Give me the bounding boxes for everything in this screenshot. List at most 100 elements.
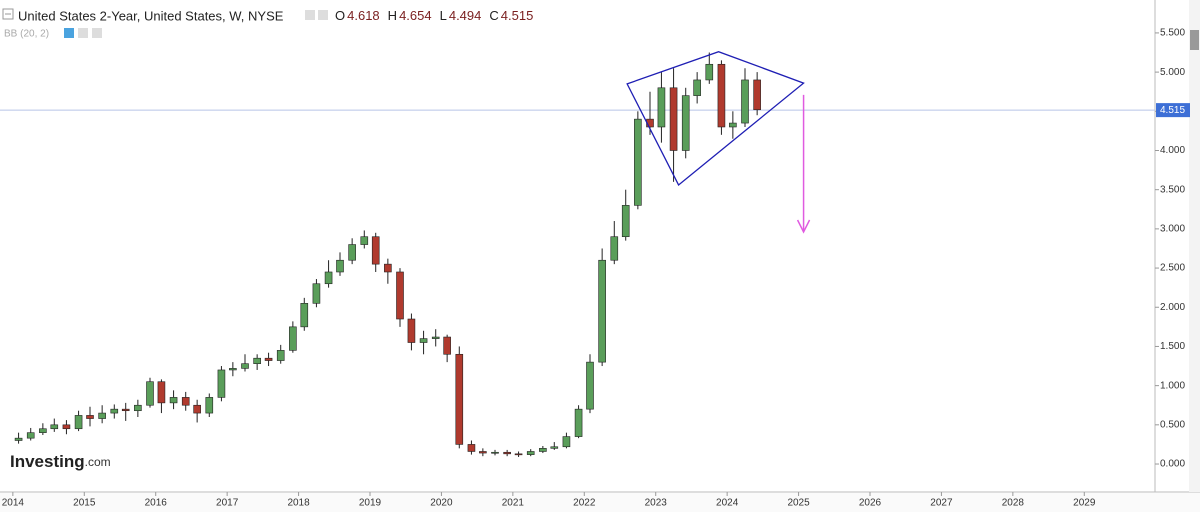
x-tick-label: 2027 — [930, 498, 953, 509]
marks: 0.000 0.500 1.000 1.500 2.000 2.500 3.000 3.500… — [0, 28, 1185, 509]
scroll-thumb[interactable] — [1190, 30, 1199, 50]
candle-body — [539, 448, 547, 452]
candle-body — [134, 404, 142, 412]
x-tick-label: 2029 — [1073, 498, 1096, 509]
candle-body — [729, 122, 737, 128]
candle-body — [50, 424, 59, 430]
y-tick-label: 1.000 — [1160, 380, 1185, 391]
candle-body — [753, 79, 761, 111]
y-tick-label: 4.000 — [1160, 145, 1185, 156]
candle-body — [443, 336, 451, 355]
candle-body — [181, 397, 190, 406]
arrow-head — [796, 219, 811, 234]
candle-body — [205, 397, 214, 414]
x-tick-label: 2026 — [859, 498, 882, 509]
candle-body — [121, 408, 130, 412]
x-tick-label: 2022 — [573, 498, 596, 509]
y-tick-label: 3.500 — [1160, 184, 1185, 195]
logo-suffix: .com — [85, 455, 111, 469]
candle-body — [431, 336, 440, 339]
candle-body — [336, 259, 344, 273]
candle-body — [324, 271, 333, 285]
candle-body — [621, 205, 630, 238]
candle-body — [741, 79, 749, 124]
chart-title: United States 2-Year, United States, W, … — [18, 8, 284, 23]
x-tick-label: 2021 — [502, 498, 525, 509]
header: United States 2-Year, United States, W, … — [2, 8, 533, 40]
settings-icon[interactable] — [305, 10, 315, 20]
candle-body — [526, 451, 535, 455]
candle-body — [348, 244, 356, 261]
candle-body — [503, 451, 511, 455]
candle-body — [693, 79, 701, 96]
ohlc-value: 4.515 — [501, 8, 534, 23]
candle-body — [62, 424, 71, 430]
candle-body — [193, 404, 201, 414]
x-tick-label: 2018 — [287, 498, 310, 509]
ohlc-letter: C — [489, 8, 498, 23]
indicator-remove[interactable] — [92, 28, 102, 38]
indicator-settings[interactable] — [64, 28, 74, 38]
x-axis-band — [0, 493, 1200, 512]
ohlc-header: O 4.618 H 4.654 L 4.494 C 4.515 — [335, 8, 533, 23]
y-tick-label: 1.500 — [1160, 341, 1185, 352]
candle-body — [39, 428, 47, 433]
candle-body — [419, 338, 428, 343]
y-tick-label: 2.000 — [1160, 302, 1185, 313]
candle-body — [467, 444, 476, 452]
x-tick-label: 2023 — [645, 498, 668, 509]
candle-body — [360, 236, 369, 245]
ohlc-letter: H — [388, 8, 397, 23]
candle-body — [217, 369, 226, 398]
candle-body — [157, 381, 166, 404]
candle-body — [514, 453, 523, 456]
candle-body — [229, 368, 237, 371]
y-tick-label: 5.500 — [1160, 28, 1185, 39]
candle-body — [705, 63, 714, 81]
triangle-drawing — [626, 51, 805, 186]
candle-body — [574, 408, 583, 437]
indicator-label: BB (20, 2) — [4, 29, 49, 40]
candle-body — [241, 363, 249, 369]
candle-body — [289, 326, 297, 351]
candle-body — [26, 432, 35, 439]
close-icon[interactable] — [318, 10, 328, 20]
candle-body — [312, 283, 321, 304]
candle-body — [550, 446, 559, 449]
candle-body — [169, 397, 178, 404]
candle-body — [14, 437, 23, 441]
candle-body — [98, 412, 106, 419]
candle-body — [657, 87, 666, 128]
x-tick-label: 2025 — [787, 498, 810, 509]
y-tick-label: 3.000 — [1160, 224, 1185, 235]
candle-body — [276, 350, 285, 361]
candle-body — [562, 436, 571, 448]
last-price-label: 4.515 — [1160, 105, 1185, 116]
x-tick-label: 2017 — [216, 498, 239, 509]
candle-body — [300, 303, 309, 328]
candle-body — [610, 236, 619, 261]
collapse-icon[interactable] — [2, 8, 14, 20]
candle-body — [384, 263, 392, 273]
candle-body — [598, 259, 606, 363]
candle-body — [681, 95, 690, 151]
y-tick-label: 5.000 — [1160, 67, 1185, 78]
candle-body — [455, 353, 464, 445]
x-tick-label: 2014 — [2, 498, 25, 509]
x-tick-label: 2019 — [359, 498, 382, 509]
candle-body — [110, 408, 119, 414]
scrollbar[interactable] — [1189, 0, 1200, 492]
x-tick-label: 2024 — [716, 498, 739, 509]
candle-body — [74, 415, 83, 430]
indicator-hide[interactable] — [78, 28, 88, 38]
candle-body — [86, 415, 94, 419]
candle-body — [146, 381, 154, 406]
x-tick-label: 2015 — [73, 498, 96, 509]
candle-body — [491, 451, 499, 454]
candle-body — [479, 451, 487, 454]
ohlc-value: 4.654 — [399, 8, 432, 23]
logo: Investing.com — [10, 452, 111, 471]
x-tick-label: 2020 — [430, 498, 453, 509]
